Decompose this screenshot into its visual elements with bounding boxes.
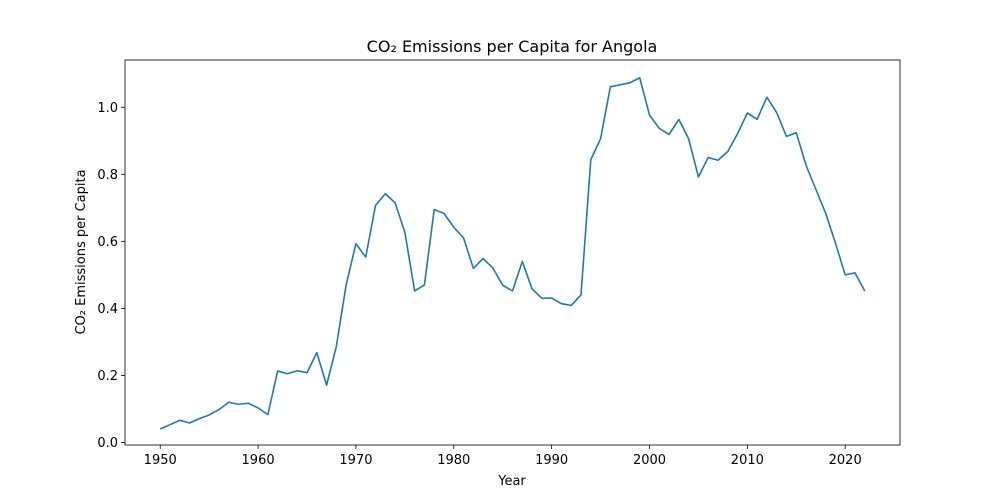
x-tick-label: 2020 [829, 453, 862, 468]
x-tick-label: 1950 [144, 453, 177, 468]
x-tick-label: 1980 [437, 453, 470, 468]
x-tick-label: 1970 [339, 453, 372, 468]
plot-area [125, 60, 900, 445]
x-axis: 1950 1960 1970 1980 1990 2000 2010 2020 [144, 445, 862, 468]
y-tick-label: 0.2 [97, 369, 118, 384]
y-axis-label: CO₂ Emissions per Capita [74, 169, 89, 334]
y-tick-label: 0.0 [97, 436, 118, 451]
y-axis: 0.0 0.2 0.4 0.6 0.8 1.0 [97, 101, 125, 451]
chart-title: CO₂ Emissions per Capita for Angola [367, 37, 658, 56]
y-tick-label: 1.0 [97, 101, 118, 116]
x-tick-label: 2010 [731, 453, 764, 468]
y-tick-label: 0.8 [97, 168, 118, 183]
series-line [159, 76, 866, 430]
y-tick-label: 0.6 [97, 235, 118, 250]
y-tick-label: 0.4 [97, 302, 118, 317]
plot-frame [124, 59, 901, 446]
x-tick-label: 2000 [633, 453, 666, 468]
x-tick-label: 1990 [535, 453, 568, 468]
x-axis-label: Year [497, 474, 526, 489]
x-tick-label: 1960 [242, 453, 275, 468]
